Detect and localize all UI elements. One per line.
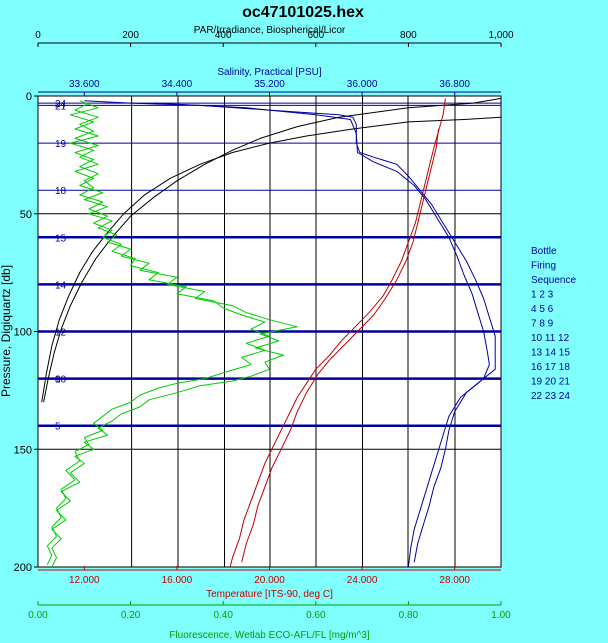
x-tick-label-fl: 0.40 [213, 610, 233, 621]
bottle-label: 8 [55, 375, 61, 386]
x-tick-label-sal: 33.600 [69, 79, 100, 90]
legend-row: 22 23 24 [531, 391, 570, 402]
y-tick-label: 150 [14, 444, 32, 456]
legend-row: 16 17 18 [531, 362, 570, 373]
x-axis-label-fl: Fluorescence, Wetlab ECO-AFL/FL [mg/m^3] [169, 630, 370, 641]
x-axis-label-sal: Salinity, Practical [PSU] [217, 67, 322, 78]
y-tick-label: 100 [14, 327, 32, 339]
bottle-firing-lines [38, 102, 501, 427]
series-line-sal-4 [84, 100, 496, 568]
x-tick-label-temp: 16.000 [162, 575, 193, 586]
x-tick-label-fl: 0.20 [121, 610, 141, 621]
x-tick-label-fl: 0.00 [28, 610, 48, 621]
bottle-label: 5 [55, 422, 61, 433]
legend-row: 10 11 12 [531, 333, 570, 344]
x-tick-label-fl: 0.60 [306, 610, 326, 621]
legend-row: 4 5 6 [531, 304, 554, 315]
bottle-label: 24 [55, 99, 67, 110]
y-tick-label: 200 [14, 562, 32, 574]
x-tick-label-par: 800 [400, 30, 417, 41]
bottle-label: 19 [55, 139, 67, 150]
series-line-fl-7 [46, 102, 270, 565]
x-tick-label-par: 400 [215, 30, 232, 41]
legend-row: 13 14 15 [531, 348, 570, 359]
legend-title-line: Bottle [531, 246, 557, 257]
x-tick-label-par: 1,000 [488, 30, 513, 41]
bottle-label: 15 [55, 233, 67, 244]
x-tick-label-temp: 28.000 [439, 575, 470, 586]
bottle-label: 21 [55, 101, 67, 112]
series-line-par-0 [43, 97, 502, 403]
series-line-temp-3 [241, 128, 439, 563]
series-line-temp-2 [229, 98, 446, 568]
legend-title-line: Firing [531, 261, 556, 272]
x-axis-label-par: PAR/Irradiance, Biospherical/Licor [194, 25, 346, 36]
x-tick-label-par: 600 [307, 30, 324, 41]
x-tick-label-fl: 0.80 [399, 610, 419, 621]
x-tick-label-sal: 36.000 [347, 79, 378, 90]
series-line-sal-5 [153, 102, 490, 563]
legend-row: 7 8 9 [531, 319, 554, 330]
bottle-label: 14 [55, 280, 67, 291]
y-axis-label: Pressure, Digiquartz [db] [0, 265, 13, 397]
series-line-par-1 [41, 116, 502, 403]
x-tick-label-sal: 34.400 [162, 79, 193, 90]
series-line-fl-6 [51, 100, 298, 568]
data-series [41, 97, 502, 568]
legend-row: 19 20 21 [531, 377, 570, 388]
legend-row: 1 2 3 [531, 290, 554, 301]
legend-title-line: Sequence [531, 275, 576, 286]
bottle-label: 10 [55, 375, 67, 386]
x-axis-label-temp: Temperature [ITS-90, deg C] [206, 589, 333, 600]
x-tick-label-par: 0 [35, 30, 41, 41]
x-tick-label-par: 200 [122, 30, 139, 41]
x-tick-label-temp: 12.000 [69, 575, 100, 586]
bottle-legend: Bottle Firing Sequence 1 2 3 4 5 6 7 8 9 10 11… [531, 246, 576, 402]
chart-title: oc47101025.hex [242, 4, 364, 21]
x-tick-label-sal: 35.200 [254, 79, 285, 90]
x-tick-label-temp: 20.000 [254, 575, 285, 586]
y-tick-label: 0 [26, 91, 32, 103]
x-tick-label-sal: 36.800 [439, 79, 470, 90]
bottle-label: 18 [55, 186, 67, 197]
x-tick-label-temp: 24.000 [347, 575, 378, 586]
x-tick-label-fl: 1.00 [491, 610, 511, 621]
axes: 0 50 100 150 200 0 200 400 600 800 1,000 PAR/Irradi… [14, 25, 514, 641]
bottle-label: 12 [55, 328, 67, 339]
y-tick-label: 50 [20, 209, 32, 221]
